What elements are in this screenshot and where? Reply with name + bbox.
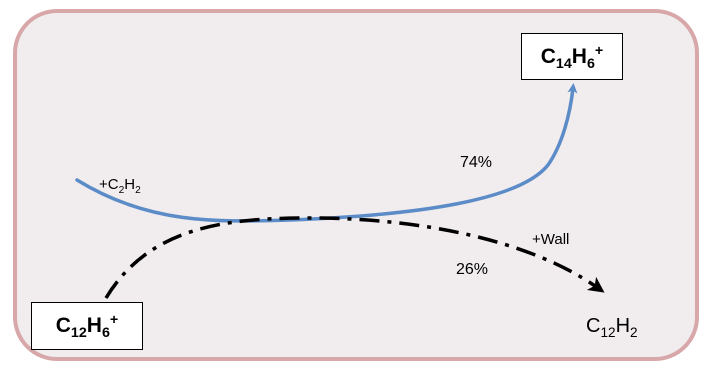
product-ion-formula: C14H6+ xyxy=(540,42,604,72)
main-branch-percentage: 74% xyxy=(460,154,493,171)
neutral-product-formula: C12H2 xyxy=(586,315,638,340)
reagent-label: +C2H2 xyxy=(99,176,141,196)
minor-pathway-arrow xyxy=(104,216,605,299)
wall-label: +Wall xyxy=(532,231,570,248)
reactant-ion-box: C12H6+ xyxy=(31,302,143,350)
product-ion-box: C14H6+ xyxy=(521,33,623,80)
reactant-ion-formula: C12H6+ xyxy=(55,312,119,342)
minor-branch-percentage: 26% xyxy=(456,261,489,278)
main-pathway-arrow xyxy=(75,83,578,223)
